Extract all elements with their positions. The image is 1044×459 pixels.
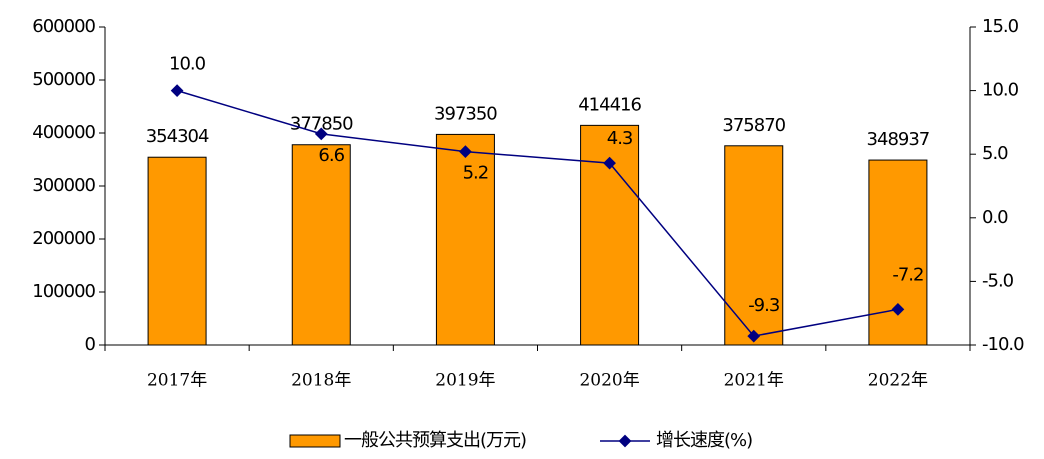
x-tick-label: 2020年	[579, 371, 639, 391]
y2-tick-label: 5.0	[982, 143, 1008, 164]
bar-value-label: 375870	[722, 115, 785, 136]
legend-label: 增长速度(%)	[656, 430, 752, 451]
bar-value-label: 397350	[434, 103, 497, 124]
y2-tick-label: -5.0	[982, 270, 1014, 291]
y2-tick-label: 10.0	[982, 80, 1019, 101]
y-tick-label: 300000	[32, 175, 95, 196]
x-tick-label: 2019年	[435, 371, 495, 391]
line	[176, 89, 899, 337]
bar	[435, 133, 495, 346]
line-value-label: 10.0	[169, 54, 206, 75]
y-tick-label: 500000	[32, 69, 95, 90]
y-tick-label: 100000	[32, 281, 95, 302]
x-tick-label: 2017年	[147, 371, 207, 391]
legend-marker	[618, 434, 632, 448]
y2-tick-label: 0.0	[982, 207, 1008, 228]
x-tick-label: 2022年	[868, 371, 928, 391]
bar-value-label: 414416	[578, 94, 641, 115]
bar	[868, 159, 928, 346]
y-tick-label: 0	[85, 334, 96, 355]
y-tick-label: 400000	[32, 122, 95, 143]
bar-value-label: 348937	[867, 129, 930, 150]
y2-tick-label: 15.0	[982, 16, 1019, 37]
y-tick-label: 600000	[32, 16, 95, 37]
x-tick-label: 2018年	[291, 371, 351, 391]
line-value-label: -9.3	[748, 295, 780, 316]
line-marker	[314, 127, 328, 141]
bar	[147, 156, 207, 346]
y2-tick-label: -10.0	[982, 334, 1024, 355]
line-value-label: 5.2	[463, 163, 489, 184]
line-value-label: 6.6	[318, 145, 344, 166]
line-marker	[459, 145, 472, 159]
y-tick-label: 200000	[32, 228, 95, 249]
legend-label: 一般公共预算支出(万元)	[344, 430, 526, 451]
line-marker	[170, 84, 184, 97]
bar-value-label: 354304	[146, 126, 209, 147]
bar	[291, 144, 351, 346]
line-value-label: 4.3	[607, 128, 633, 149]
line-value-label: -7.2	[892, 264, 923, 285]
x-tick-label: 2021年	[724, 371, 784, 391]
legend-swatch	[289, 434, 341, 448]
bar	[724, 145, 784, 346]
